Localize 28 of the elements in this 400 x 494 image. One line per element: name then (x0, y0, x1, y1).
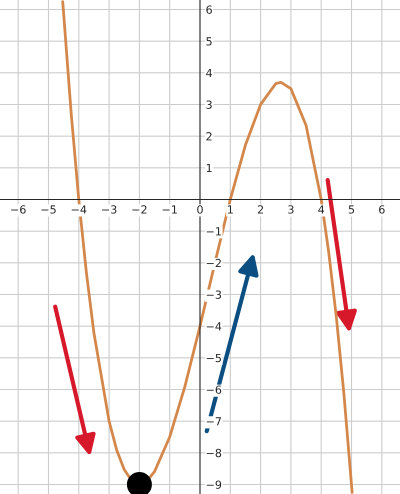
y-tick-label: −2 (206, 258, 221, 268)
x-tick-label: 0 (197, 205, 203, 214)
x-tick-label: −1 (162, 205, 177, 214)
x-tick-label: −4 (72, 205, 86, 214)
y-tick-label: −3 (206, 290, 222, 299)
y-tick-label: 5 (206, 37, 212, 46)
y-tick-label: −5 (206, 354, 221, 362)
y-tick-label: −6 (206, 385, 222, 394)
y-tick-label: 6 (206, 5, 212, 14)
x-tick-label: −3 (102, 205, 116, 214)
y-tick-label: −7 (206, 417, 221, 426)
y-tick-label: −8 (206, 448, 222, 458)
x-tick-label: −6 (11, 205, 26, 214)
x-tick-label: 1 (228, 205, 233, 214)
y-tick-label: 4 (206, 68, 212, 78)
x-tick-label: −2 (132, 205, 146, 214)
x-tick-label: 3 (288, 205, 294, 214)
y-tick-label: 2 (206, 132, 212, 140)
x-tick-label: 2 (258, 205, 264, 214)
y-tick-label: 1 (206, 164, 212, 172)
x-tick-label: 6 (379, 205, 385, 214)
y-tick-label: −9 (206, 480, 222, 489)
x-tick-label: 4 (318, 205, 324, 214)
y-tick-label: −1 (206, 227, 221, 236)
x-tick-label: 5 (348, 205, 354, 214)
x-tick-label: −5 (41, 205, 56, 214)
y-tick-label: −4 (206, 322, 222, 330)
y-tick-label: 3 (206, 100, 212, 109)
